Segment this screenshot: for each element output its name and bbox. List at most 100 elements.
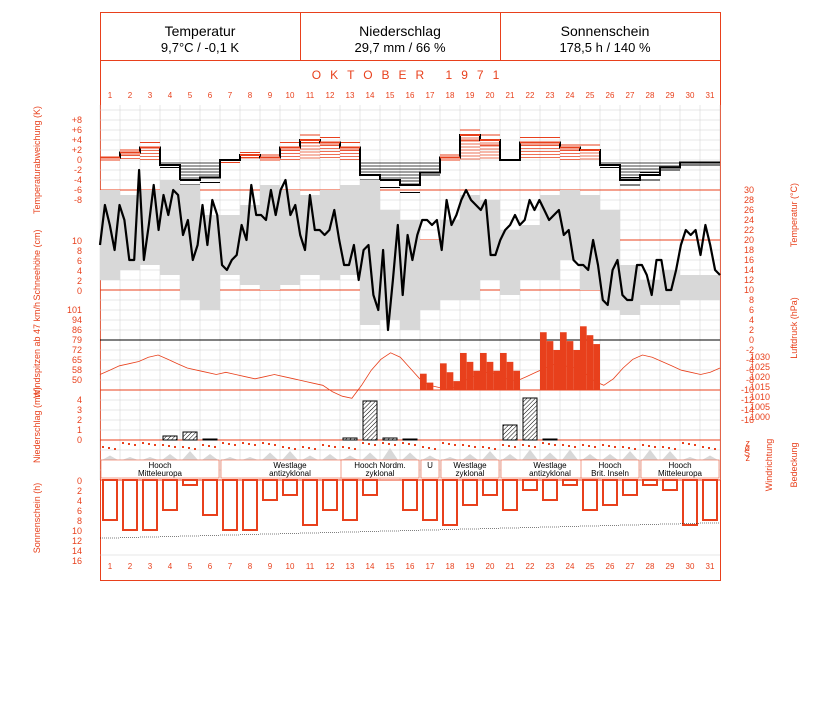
weather-type-label: Westlage [533, 461, 567, 470]
temperature-tick: 8 [749, 295, 754, 305]
cloud-cover-mark [182, 451, 198, 460]
precip-tick: 2 [77, 415, 82, 425]
temperature-tick: 24 [744, 215, 754, 225]
cloud-cover-dot [148, 443, 150, 445]
temperature-tick: 0 [749, 335, 754, 345]
temperature-tick: 16 [744, 255, 754, 265]
cloud-cover-dot [488, 447, 490, 449]
cloud-cover-mark [442, 457, 458, 460]
mini-tick: S [744, 448, 750, 458]
cloud-cover-label: Bedeckung [789, 442, 799, 487]
temperature-range-band [680, 275, 700, 300]
cloud-cover-dot [654, 446, 656, 448]
cloud-cover-mark [522, 449, 538, 460]
sunshine-bar [282, 479, 298, 496]
day-label: 6 [208, 91, 213, 100]
cloud-cover-dot [708, 447, 710, 449]
deviation-outline [100, 134, 720, 186]
temperature-tick: -4 [746, 355, 754, 365]
sunshine-bar [122, 479, 138, 531]
cloud-cover-dot [254, 444, 256, 446]
cloud-cover-dot [442, 442, 444, 444]
day-label: 19 [466, 562, 475, 571]
cloud-cover-dot [682, 442, 684, 444]
cloud-cover-dot [268, 443, 270, 445]
cloud-cover-dot [202, 444, 204, 446]
day-label: 31 [706, 91, 715, 100]
temperature-range-band [220, 215, 240, 275]
cloud-cover-dot [168, 445, 170, 447]
sunshine-bar [682, 479, 698, 526]
temperature-tick: -2 [746, 345, 754, 355]
cloud-cover-dot [154, 444, 156, 446]
cloud-cover-dot [422, 446, 424, 448]
day-label: 21 [506, 562, 515, 571]
day-label: 17 [426, 562, 435, 571]
wind-tick: 79 [72, 335, 82, 345]
day-label: 13 [346, 91, 355, 100]
cloud-cover-dot [454, 444, 456, 446]
temperature-tick: -8 [746, 375, 754, 385]
weather-type-label: Hooch [148, 461, 171, 470]
sunshine-summary: 178,5 h / 140 % [559, 40, 651, 55]
wind-peak-bar [426, 382, 434, 390]
wind-peak-bar [566, 341, 574, 390]
temperature-tick: 2 [749, 325, 754, 335]
cloud-cover-dot [542, 442, 544, 444]
cloud-cover-dot [634, 448, 636, 450]
precip-bar [402, 438, 418, 441]
cloud-cover-dot [594, 446, 596, 448]
weather-type-label: Hooch Nordm. [354, 461, 406, 470]
day-label: 7 [228, 562, 233, 571]
cloud-cover-mark [122, 457, 138, 460]
cloud-cover-dot [142, 442, 144, 444]
sunshine-tick: 4 [77, 496, 82, 506]
cloud-cover-dot [502, 444, 504, 446]
cloud-cover-dot [108, 447, 110, 449]
cloud-cover-dot [334, 446, 336, 448]
day-label: 5 [188, 562, 193, 571]
wind-peak-bar [580, 326, 587, 390]
day-label: 27 [626, 91, 635, 100]
cloud-cover-mark [662, 451, 678, 460]
cloud-cover-dot [234, 444, 236, 446]
cloud-cover-dot [302, 446, 304, 448]
pressure-tick: 1020 [750, 372, 770, 382]
cloud-cover-mark [462, 454, 478, 460]
cloud-cover-dot [554, 444, 556, 446]
wind-tick: 101 [67, 305, 82, 315]
day-label: 27 [626, 562, 635, 571]
cloud-cover-dot [648, 445, 650, 447]
day-labels-bottom: 1 2 3 4 5 6 7 8 9 10 11 12 13 14 15 16 17 18 19 20 21 22 23 24 2… [108, 562, 715, 571]
temp-deviation-tick: -2 [74, 165, 82, 175]
cloud-cover-dot [174, 446, 176, 448]
cloud-cover-dot [588, 445, 590, 447]
temperature-range-band [200, 215, 220, 310]
temp-deviation-axis-label: Temperaturabweichung (K) [32, 106, 42, 214]
temperature-range-band [460, 195, 480, 300]
cloud-cover-dot [602, 444, 604, 446]
wind-tick: 86 [72, 325, 82, 335]
cloud-cover-dot [528, 445, 530, 447]
day-label: 21 [506, 91, 515, 100]
temperature-range-band [560, 190, 580, 260]
cloud-cover-dot [662, 446, 664, 448]
wind-peak-bar [573, 350, 580, 390]
weather-type-label: antizyklonal [269, 469, 311, 478]
cloud-cover-dot [674, 448, 676, 450]
cloud-cover-mark [562, 449, 578, 460]
day-label: 15 [386, 562, 395, 571]
cloud-cover-dot [714, 448, 716, 450]
weather-type-label: U [427, 461, 433, 470]
weather-type-label: Westlage [273, 461, 307, 470]
temperature-line [98, 168, 721, 332]
day-label: 31 [706, 562, 715, 571]
temperature-tick: -10 [741, 385, 754, 395]
day-label: 29 [666, 562, 675, 571]
precip-bar [362, 400, 378, 441]
cloud-cover-mark [602, 454, 618, 460]
cloud-cover-dot [574, 446, 576, 448]
cloud-cover-dot [548, 443, 550, 445]
sunshine-bar [422, 479, 438, 521]
day-label: 16 [406, 562, 415, 571]
